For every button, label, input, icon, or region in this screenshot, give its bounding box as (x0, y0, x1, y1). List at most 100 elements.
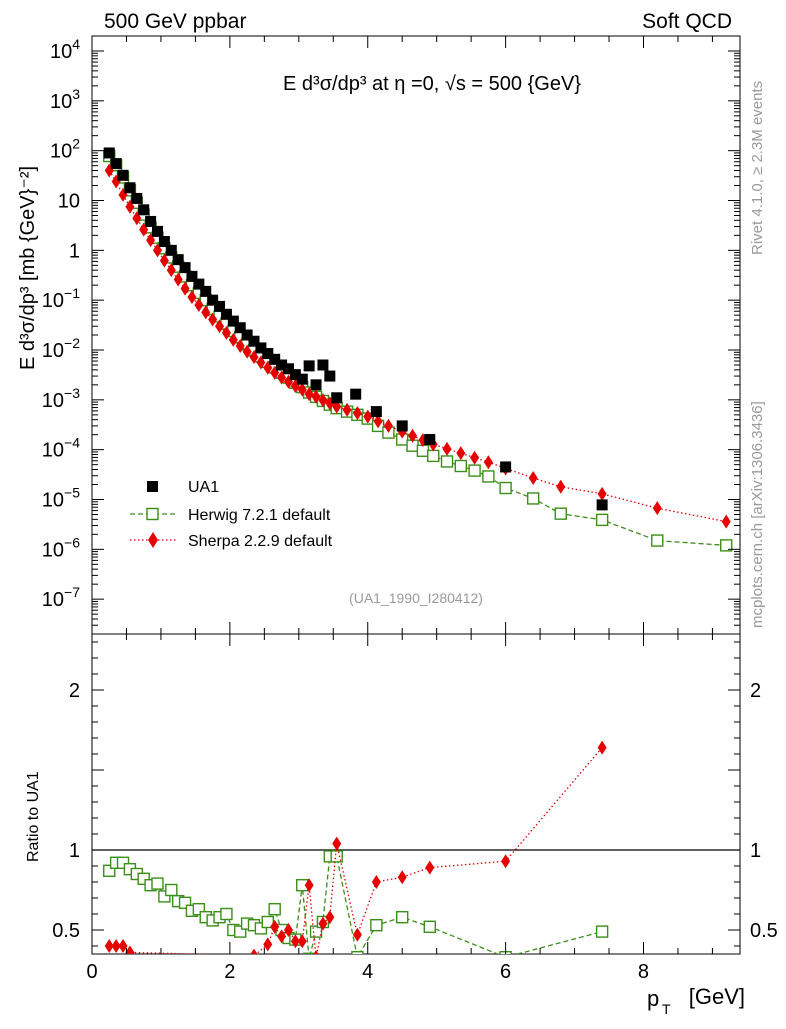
ratio-y-tick-label: 0.5 (52, 920, 80, 942)
sherpa-ratio-point (111, 939, 121, 953)
herwig-ratio-point (302, 952, 316, 954)
sherpa-ratio-point (325, 910, 335, 925)
legend-entry-sherpa: Sherpa 2.2.9 default (130, 532, 333, 550)
legend-label-ua1: UA1 (188, 479, 219, 496)
sherpa-point (470, 450, 480, 465)
sherpa-series (104, 163, 731, 529)
sherpa-point (318, 393, 328, 408)
herwig-ratio-point (178, 896, 192, 909)
ratio-y-tick-label-right: 0.5 (750, 920, 778, 942)
sherpa-point (187, 290, 197, 305)
y-tick-label: 10−1 (42, 285, 80, 312)
sherpa-ratio-point (297, 934, 307, 949)
ua1-point (207, 294, 219, 306)
ratio-plot-frame (91, 633, 741, 955)
x-tick-label: 6 (500, 961, 511, 983)
herwig-point (468, 464, 481, 477)
ua1-point (117, 169, 129, 181)
herwig-ratio-point (192, 903, 206, 916)
y-tick-label: 10−6 (42, 534, 80, 561)
x-tick-label: 4 (362, 961, 373, 983)
sherpa-point (180, 281, 190, 296)
ua1-point (310, 379, 322, 391)
ua1-point (158, 236, 170, 248)
ua1-point (110, 158, 122, 170)
ua1-point (103, 147, 115, 159)
sherpa-ratio-point (250, 948, 258, 954)
y-tick-label: 102 (50, 136, 80, 163)
ua1-point (596, 499, 608, 511)
x-tick-label: 8 (638, 961, 649, 983)
x-tick-label: 0 (86, 961, 97, 983)
ua1-point (131, 192, 143, 204)
legend-entry-herwig: Herwig 7.2.1 default (130, 507, 331, 524)
x-tick-label: 2 (224, 961, 235, 983)
sherpa-ratio-point (277, 929, 287, 944)
sherpa-point (208, 312, 218, 327)
sherpa-point (652, 501, 662, 516)
legend-marker-herwig (146, 507, 159, 521)
ua1-point (193, 278, 205, 290)
y-tick-label: 10−5 (42, 485, 80, 512)
sherpa-point (483, 455, 493, 470)
sherpa-ratio-point (318, 916, 328, 931)
legend-marker-ua1 (147, 481, 158, 492)
ua1-point (350, 388, 362, 400)
herwig-point (454, 459, 468, 473)
herwig-ratio-point (234, 925, 247, 938)
axes: 0 2 4 6 810410310210110−110−210−310−410−510−… (42, 35, 778, 983)
ua1-point (165, 244, 177, 256)
ua1-point (500, 461, 512, 473)
plot-title: E d³σ/dp³ at η =0, √s = 500 {GeV} (283, 73, 581, 95)
ua1-point (424, 433, 436, 445)
sherpa-ratio-point (597, 740, 607, 755)
sherpa-point (442, 441, 452, 456)
y-tick-label: 104 (50, 36, 80, 63)
legend: UA1 Herwig 7.2.1 default Sherpa 2.2.9 de… (130, 479, 333, 550)
herwig-point (554, 507, 567, 520)
sherpa-ratio-series (104, 740, 607, 954)
ua1-point (138, 204, 150, 216)
sherpa-point (256, 355, 266, 370)
legend-entry-ua1: UA1 (147, 479, 219, 496)
ua1-point (396, 420, 408, 432)
herwig-point (499, 481, 512, 495)
y-tick-label: 10 (58, 191, 80, 213)
herwig-ratio-point (220, 907, 233, 921)
herwig-ratio-point (116, 856, 130, 869)
y-tick-label: 10−3 (42, 385, 80, 412)
sherpa-point (201, 305, 211, 320)
ua1-point (145, 215, 157, 227)
herwig-point (720, 539, 733, 552)
sherpa-ratio-point (263, 937, 273, 952)
sherpa-ratio-point (104, 939, 114, 953)
sherpa-point (383, 418, 393, 433)
sherpa-point (235, 339, 245, 354)
herwig-point (595, 513, 609, 527)
herwig-point (526, 492, 540, 505)
herwig-ratio-point (351, 951, 364, 954)
sherpa-ratio-point (290, 934, 300, 949)
herwig-ratio-point (396, 911, 409, 924)
sherpa-point (249, 350, 259, 365)
ua1-point (227, 315, 239, 327)
sherpa-ratio-point (371, 875, 381, 889)
sherpa-point (304, 387, 314, 402)
sherpa-line (108, 170, 727, 523)
ua1-point (296, 373, 308, 385)
legend-label-herwig: Herwig 7.2.1 default (188, 507, 331, 524)
herwig-ratio-series (103, 850, 609, 954)
sherpa-ratio-point (118, 939, 128, 953)
sherpa-point (215, 319, 225, 334)
sherpa-ratio-point (313, 950, 319, 954)
x-axis-label-sub: T (662, 1001, 671, 1017)
ua1-point (324, 370, 336, 382)
herwig-ratio-point (595, 925, 609, 938)
ua1-point (241, 329, 253, 341)
y-tick-label: 103 (50, 86, 80, 113)
analysis-id-label: (UA1_1990_I280412) (349, 590, 483, 606)
ratio-plot (92, 740, 740, 954)
main-plot (103, 147, 733, 552)
